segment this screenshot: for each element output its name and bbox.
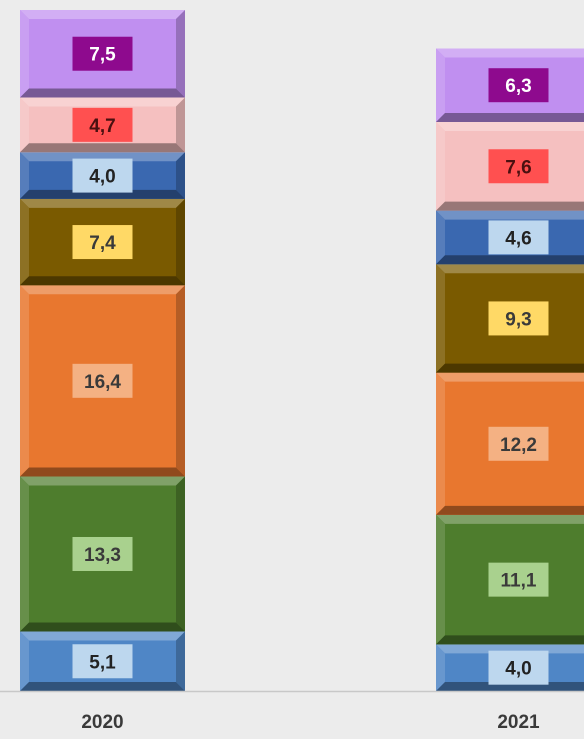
x-axis-tick-labels: 2020 2021 [81, 712, 540, 733]
bar-bevel-bottom [436, 635, 584, 645]
bar-segment: 13,3 [20, 476, 185, 632]
data-label: 5,1 [89, 652, 116, 673]
bar-bevel-left [20, 285, 29, 477]
bar-bevel-left [436, 210, 445, 265]
bar-segment: 12,2 [436, 372, 584, 515]
data-label-box [72, 225, 133, 260]
bar-bevel-left [20, 198, 29, 286]
bar-bevel-bottom [436, 505, 584, 515]
data-label: 13,3 [84, 545, 121, 566]
data-label-box [488, 562, 549, 597]
data-label-box [72, 107, 133, 142]
bar-bevel-top [20, 631, 185, 641]
data-label-box [72, 536, 133, 571]
data-label-box [488, 220, 549, 255]
bar-bevel-top [20, 198, 185, 208]
bar-bevel-left [436, 48, 445, 122]
bar-bevel-top [436, 514, 584, 524]
bar-bevel-right [176, 285, 185, 477]
bar-segment: 7,5 [20, 10, 185, 98]
bar-bevel-right [176, 631, 185, 691]
bar-bevel-bottom [20, 88, 185, 98]
data-label: 11,1 [501, 571, 537, 592]
bar-bevel-bottom [436, 363, 584, 373]
bars-group: 5,1 13,3 16,4 7,4 4,0 4,7 7,5 4,0 11,1 12,2 9,3 4,6… [20, 10, 584, 691]
bar-bevel-right [176, 152, 185, 199]
data-label: 7,6 [505, 157, 531, 178]
bar-segment: 7,6 [436, 121, 584, 211]
bar-bevel-top [436, 48, 584, 58]
data-label: 7,5 [89, 45, 116, 66]
bar-bevel-bottom [20, 682, 185, 691]
data-label: 4,0 [505, 659, 531, 680]
bar-bevel-top [436, 210, 584, 220]
data-label-box [488, 650, 549, 685]
bar-bevel-right [176, 476, 185, 632]
data-label: 4,7 [89, 116, 115, 137]
data-label: 6,3 [505, 76, 531, 97]
data-label-box [488, 301, 549, 336]
bar-bevel-top [436, 121, 584, 131]
x-tick-label: 2021 [497, 712, 540, 733]
bar-bevel-top [20, 10, 185, 19]
data-label: 7,4 [89, 233, 116, 254]
bar-segment: 4,7 [20, 97, 185, 153]
bar-bevel-top [20, 285, 185, 295]
bar-bevel-bottom [20, 467, 185, 477]
bar-bevel-bottom [20, 276, 185, 286]
x-tick-label: 2020 [81, 712, 123, 733]
bar-bevel-left [436, 514, 445, 645]
bar-bevel-bottom [20, 622, 185, 632]
bar-segment: 16,4 [20, 285, 185, 477]
bar-bevel-right [176, 10, 185, 98]
bar-bevel-top [20, 476, 185, 486]
bar-segment: 9,3 [436, 264, 584, 373]
bar-segment: 6,3 [436, 48, 584, 122]
bar-segment: 4,0 [436, 644, 584, 691]
bar-bevel-left [20, 476, 29, 632]
data-label-box [72, 36, 133, 71]
bar-bevel-bottom [436, 255, 584, 265]
data-label: 4,0 [89, 167, 115, 188]
bar-bevel-left [436, 644, 445, 691]
bar-bevel-bottom [20, 143, 185, 153]
bar-bevel-right [176, 198, 185, 286]
bar-segment: 11,1 [436, 514, 584, 645]
bar-bevel-bottom [436, 112, 584, 122]
bar-bevel-top [20, 97, 185, 107]
data-label-box [488, 426, 549, 461]
data-label: 4,6 [505, 228, 531, 249]
data-label: 16,4 [84, 372, 121, 393]
bar-bevel-left [20, 10, 29, 98]
bar-bevel-top [20, 152, 185, 162]
bar-bevel-left [20, 152, 29, 199]
data-label-box [72, 644, 133, 679]
bar-segment: 4,0 [20, 152, 185, 199]
bar-bevel-right [176, 97, 185, 153]
bar-bevel-left [436, 264, 445, 373]
bar-segment: 4,6 [436, 210, 584, 265]
bar-segment: 5,1 [20, 631, 185, 691]
data-label-box [72, 363, 133, 398]
bar-bevel-bottom [436, 201, 584, 211]
data-label-box [488, 68, 549, 103]
data-label-box [72, 158, 133, 193]
bar-bevel-bottom [20, 189, 185, 199]
bar-bevel-top [436, 264, 584, 274]
bar-bevel-left [436, 121, 445, 211]
data-label-box [488, 149, 549, 184]
bar-bevel-top [436, 372, 584, 382]
bar-bevel-left [436, 372, 445, 515]
bar-segment: 7,4 [20, 198, 185, 286]
data-label: 9,3 [505, 309, 531, 330]
bar-bevel-left [20, 631, 29, 691]
bar-bevel-left [20, 97, 29, 153]
data-label: 12,2 [500, 435, 537, 456]
